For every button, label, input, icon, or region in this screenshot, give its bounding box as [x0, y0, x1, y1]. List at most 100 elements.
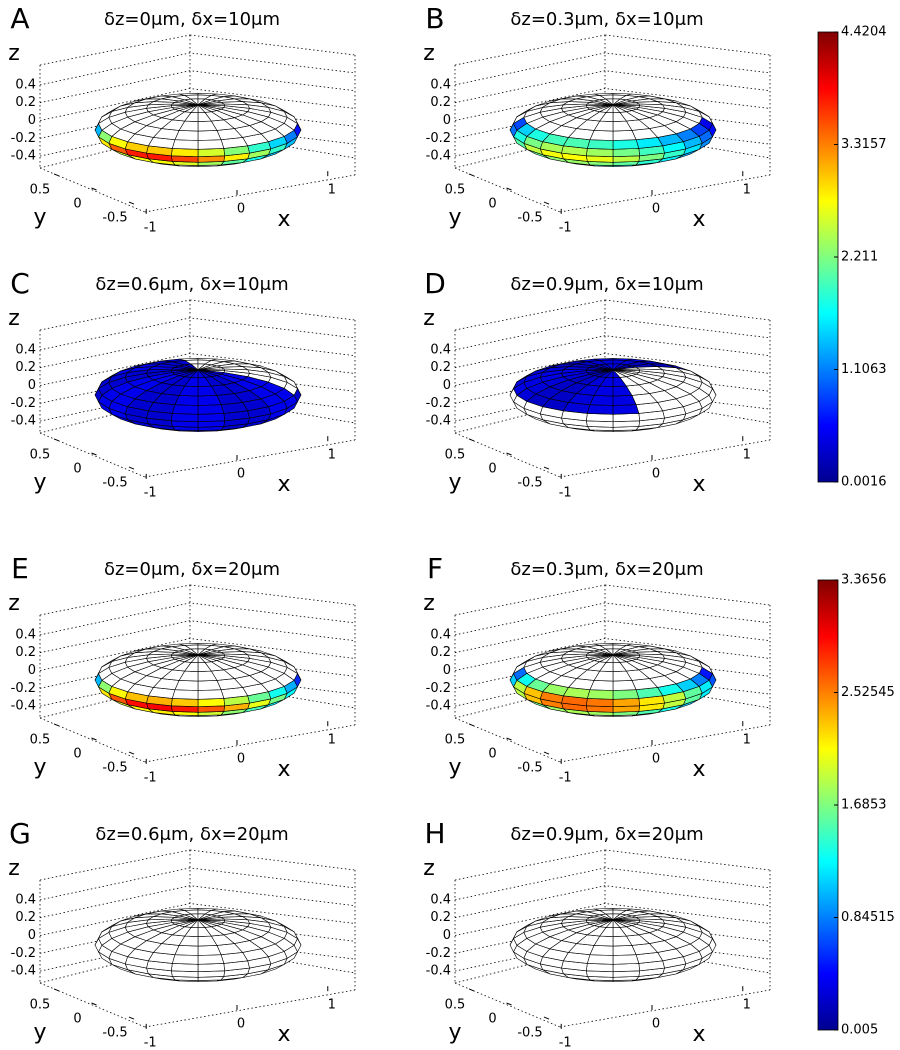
z-tick-label: -0.2	[11, 681, 36, 696]
mesh-face	[587, 404, 614, 415]
x-tick-label: -1	[144, 220, 157, 235]
y-tick-label: 0	[488, 462, 496, 477]
y-tick	[543, 1016, 550, 1020]
mesh-face	[171, 698, 199, 707]
panel-title: δz=0μm, δx=10μm	[104, 9, 280, 30]
mesh-face	[612, 139, 640, 150]
panel-title: δz=0.3μm, δx=10μm	[510, 9, 703, 30]
z-tick-label: 0.4	[15, 627, 36, 642]
x-tick-label: 0	[652, 1017, 660, 1032]
panel-title: δz=0.6μm, δx=20μm	[95, 824, 288, 845]
z-tick-label: 0.2	[430, 95, 451, 110]
x-tick-label: 1	[743, 733, 751, 748]
box-edge	[604, 34, 771, 56]
z-axis-label: z	[423, 856, 435, 881]
grid-line	[454, 317, 771, 351]
z-tick-label: -0.4	[426, 414, 451, 429]
x-tick-label: -1	[559, 770, 572, 785]
y-tick-label: -0.5	[517, 476, 542, 491]
grid-line	[454, 602, 771, 636]
z-tick-label: 0.2	[430, 645, 451, 660]
y-tick-label: 0.5	[445, 447, 466, 462]
box-edge	[144, 724, 356, 763]
y-axis-label: y	[448, 755, 461, 780]
mesh-face	[197, 413, 225, 422]
mesh-face	[171, 963, 199, 972]
box-edge	[604, 584, 771, 606]
y-tick	[53, 988, 60, 992]
mesh-face	[612, 963, 640, 972]
box-edge	[39, 717, 146, 763]
grid-line	[454, 335, 771, 369]
mesh-face	[587, 139, 614, 150]
mesh-face	[612, 404, 640, 415]
colorbar-tick-label: 1.6853	[841, 798, 887, 813]
z-tick-label: 0	[28, 663, 36, 678]
z-tick-label: -0.4	[11, 699, 36, 714]
z-tick-label: 0.4	[15, 342, 36, 357]
y-tick	[506, 187, 512, 191]
grid-line	[454, 88, 771, 121]
z-tick-label: 0	[28, 928, 36, 943]
x-axis-label: x	[692, 472, 705, 497]
y-axis-label: y	[33, 470, 46, 495]
mesh-face	[612, 689, 640, 700]
colorbar-tick-label: 3.3656	[841, 573, 887, 588]
mesh-face	[612, 130, 637, 141]
z-axis-label: z	[8, 856, 20, 881]
grid-line	[39, 602, 356, 636]
box-edge	[39, 432, 146, 478]
box-edge	[559, 174, 771, 213]
grid-line	[39, 638, 356, 671]
panel-letter: E	[11, 552, 29, 585]
grid-line	[39, 317, 356, 351]
x-tick-label: 1	[328, 733, 336, 748]
box-edge	[144, 989, 356, 1028]
mesh-face	[197, 698, 225, 707]
x-tick-label: 1	[743, 183, 751, 198]
box-edge	[454, 849, 606, 881]
box-edge	[454, 717, 561, 763]
y-tick-label: 0	[73, 462, 81, 477]
y-axis-label: y	[448, 470, 461, 495]
panel-letter: C	[10, 267, 30, 300]
mesh-face	[197, 404, 225, 415]
x-axis-label: x	[277, 757, 290, 782]
z-tick-label: -0.2	[426, 396, 451, 411]
x-tick-label: 0	[652, 467, 660, 482]
mesh-face	[197, 395, 222, 406]
z-tick-label: 0	[443, 663, 451, 678]
z-axis-label: z	[8, 41, 20, 66]
x-tick-label: 0	[237, 1017, 245, 1032]
mesh-face	[587, 954, 614, 965]
y-tick	[91, 452, 97, 456]
z-tick-label: -0.4	[11, 149, 36, 164]
mesh-face	[612, 945, 637, 956]
z-tick-label: 0.4	[430, 342, 451, 357]
x-tick-label: 1	[743, 448, 751, 463]
x-tick-label: -1	[559, 1035, 572, 1050]
mesh-face	[197, 918, 225, 921]
x-axis-label: x	[277, 1022, 290, 1047]
mesh-face	[612, 395, 637, 406]
colorbar-tick-label: 1.1063	[841, 362, 887, 377]
mesh-face	[172, 954, 199, 965]
z-tick-label: -0.2	[11, 946, 36, 961]
z-tick-label: 0.2	[430, 360, 451, 375]
y-tick-label: 0	[73, 747, 81, 762]
y-tick	[543, 751, 550, 755]
mesh-face	[197, 680, 222, 691]
z-tick-label: 0.2	[15, 645, 36, 660]
grid-line	[39, 867, 356, 901]
x-tick-label: 1	[328, 448, 336, 463]
grid-line	[454, 353, 771, 386]
box-edge	[454, 299, 606, 331]
z-tick-label: -0.4	[426, 149, 451, 164]
z-tick-label: 0.2	[15, 360, 36, 375]
z-tick-label: 0	[443, 928, 451, 943]
z-tick-label: -0.2	[11, 396, 36, 411]
z-tick-label: -0.4	[11, 964, 36, 979]
y-tick-label: 0.5	[445, 182, 466, 197]
x-axis-label: x	[692, 757, 705, 782]
y-tick	[128, 201, 135, 205]
